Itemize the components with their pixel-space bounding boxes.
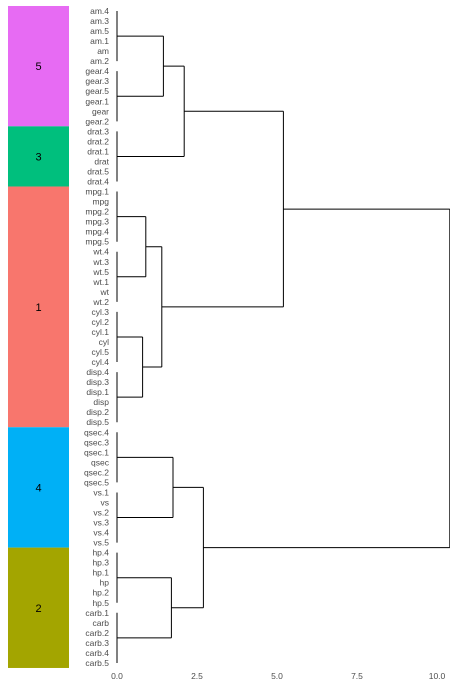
- leaf-label: wt.4: [92, 247, 109, 257]
- leaf-label: drat.1: [87, 146, 109, 156]
- leaf-label: cyl.3: [92, 307, 110, 317]
- leaf-label: carb.5: [85, 658, 109, 668]
- dendrogram-tree: [116, 11, 450, 663]
- leaf-label: am.2: [90, 56, 109, 66]
- leaf-label: hp.2: [92, 588, 109, 598]
- leaf-label: wt.2: [92, 297, 109, 307]
- leaf-label: hp.5: [92, 598, 109, 608]
- leaf-label: drat.2: [87, 136, 109, 146]
- leaf-label: disp.5: [86, 417, 109, 427]
- leaf-label: hp.3: [92, 558, 109, 568]
- leaf-label: mpg.3: [85, 217, 109, 227]
- cluster-label-3: 3: [35, 151, 41, 163]
- leaf-label: drat.3: [87, 126, 109, 136]
- leaf-label: cyl.2: [92, 317, 110, 327]
- cluster-bar-1: [8, 186, 69, 428]
- leaf-label: am.4: [90, 6, 109, 16]
- leaf-label: disp.3: [86, 377, 109, 387]
- x-tick-label: 2.5: [191, 671, 203, 681]
- cluster-bars: 5 3 1 4 2: [8, 5, 69, 668]
- leaf-label: carb.4: [85, 648, 109, 658]
- cluster-label-5: 5: [35, 61, 41, 73]
- leaf-label: am.3: [90, 16, 109, 26]
- leaf-label: wt: [100, 287, 110, 297]
- leaf-label: gear.3: [85, 76, 109, 86]
- leaf-label: cyl.4: [92, 357, 110, 367]
- cluster-bar-4: [8, 427, 69, 548]
- leaf-label: drat: [94, 156, 109, 166]
- leaf-label: wt.1: [92, 277, 109, 287]
- leaf-label: vs.1: [93, 487, 109, 497]
- leaf-label: disp: [93, 397, 109, 407]
- leaf-label: gear.4: [85, 66, 109, 76]
- x-axis: 0.0 2.5 5.0 7.5 10.0: [111, 671, 445, 681]
- leaf-labels: am.4am.3am.5am.1amam.2gear.4gear.3gear.5…: [84, 6, 110, 668]
- leaf-label: cyl.1: [92, 327, 110, 337]
- leaf-label: hp.1: [92, 568, 109, 578]
- leaf-label: gear.1: [85, 96, 109, 106]
- leaf-label: qsec.2: [84, 467, 109, 477]
- cluster-label-4: 4: [35, 482, 41, 494]
- leaf-label: carb.1: [85, 608, 109, 618]
- x-tick-label: 0.0: [111, 671, 123, 681]
- cluster-bar-3: [8, 126, 69, 187]
- leaf-label: qsec.4: [84, 427, 109, 437]
- leaf-label: vs.2: [93, 508, 109, 518]
- leaf-label: carb: [92, 618, 109, 628]
- leaf-label: carb.3: [85, 638, 109, 648]
- leaf-label: qsec: [91, 457, 110, 467]
- leaf-label: vs.5: [93, 538, 109, 548]
- leaf-label: am: [97, 46, 109, 56]
- leaf-label: am.1: [90, 36, 109, 46]
- leaf-label: drat.5: [87, 166, 109, 176]
- leaf-label: hp: [100, 578, 110, 588]
- leaf-label: carb.2: [85, 628, 109, 638]
- leaf-label: vs.3: [93, 518, 109, 528]
- cluster-label-1: 1: [35, 302, 41, 314]
- leaf-label: vs.4: [93, 528, 109, 538]
- leaf-label: disp.1: [86, 387, 109, 397]
- x-tick-label: 5.0: [271, 671, 283, 681]
- leaf-label: wt.3: [92, 257, 109, 267]
- leaf-label: vs: [101, 497, 110, 507]
- leaf-label: gear.5: [85, 86, 109, 96]
- leaf-label: drat.4: [87, 177, 109, 187]
- leaf-label: cyl.5: [92, 347, 110, 357]
- leaf-label: qsec.3: [84, 437, 109, 447]
- leaf-label: qsec.5: [84, 477, 109, 487]
- leaf-label: am.5: [90, 26, 109, 36]
- leaf-label: gear.2: [85, 116, 109, 126]
- leaf-label: wt.5: [92, 267, 109, 277]
- leaf-label: hp.4: [92, 548, 109, 558]
- leaf-label: mpg.2: [85, 207, 109, 217]
- x-tick-label: 10.0: [429, 671, 446, 681]
- leaf-label: mpg.4: [85, 227, 109, 237]
- cluster-bar-2: [8, 547, 69, 668]
- leaf-label: mpg: [92, 197, 109, 207]
- x-tick-label: 7.5: [351, 671, 363, 681]
- leaf-label: mpg.5: [85, 237, 109, 247]
- leaf-label: mpg.1: [85, 187, 109, 197]
- leaf-label: gear: [92, 106, 109, 116]
- leaf-label: cyl: [99, 337, 110, 347]
- cluster-bar-5: [8, 5, 69, 127]
- leaf-label: disp.2: [86, 407, 109, 417]
- cluster-label-2: 2: [35, 603, 41, 615]
- leaf-label: disp.4: [86, 367, 109, 377]
- leaf-label: qsec.1: [84, 447, 109, 457]
